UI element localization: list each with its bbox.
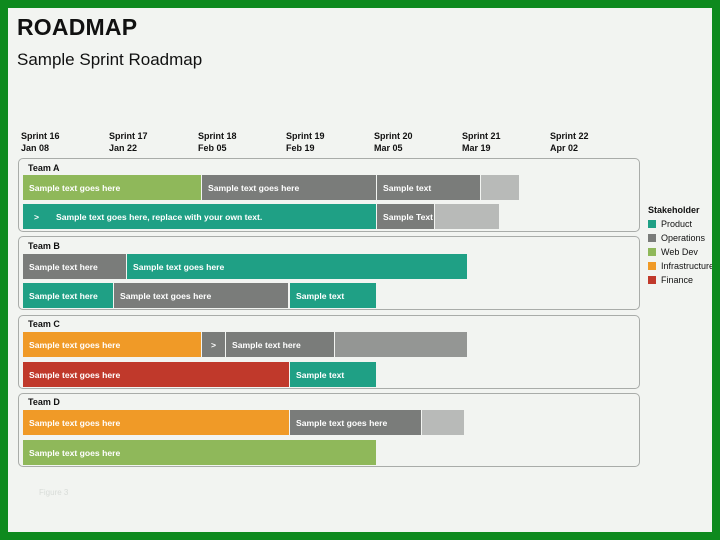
sprint-header: Sprint 22 Apr 02 bbox=[550, 130, 589, 154]
sprint-header: Sprint 20 Mar 05 bbox=[374, 130, 413, 154]
sprint-name: Sprint 18 bbox=[198, 131, 237, 141]
legend-title: Stakeholder bbox=[648, 205, 700, 215]
team-d-label: Team D bbox=[28, 397, 60, 407]
team-d-task-placeholder[interactable] bbox=[422, 410, 464, 435]
legend-item-finance: Finance bbox=[648, 275, 693, 285]
team-a-task[interactable]: Sample text goes here bbox=[23, 175, 201, 200]
team-c-task-placeholder[interactable] bbox=[335, 332, 467, 357]
legend-item-infrastructure: Infrastructure bbox=[648, 261, 715, 271]
sprint-date: Feb 05 bbox=[198, 143, 227, 153]
team-a-task[interactable]: Sample text bbox=[377, 175, 480, 200]
sprint-name: Sprint 22 bbox=[550, 131, 589, 141]
team-c-task[interactable]: Sample text goes here bbox=[23, 362, 289, 387]
legend-label: Product bbox=[661, 219, 693, 229]
team-c-task[interactable]: Sample text goes here bbox=[23, 332, 201, 357]
footer-caption: Figure 3 bbox=[39, 488, 69, 497]
team-c-task[interactable]: Sample text here bbox=[226, 332, 334, 357]
team-c-task[interactable]: Sample text bbox=[290, 362, 376, 387]
sprint-name: Sprint 19 bbox=[286, 131, 325, 141]
sprint-date: Apr 02 bbox=[550, 143, 579, 153]
sprint-name: Sprint 16 bbox=[21, 131, 60, 141]
legend-swatch bbox=[648, 234, 656, 242]
team-a-expand-button[interactable]: > bbox=[23, 204, 50, 229]
legend-item-product: Product bbox=[648, 219, 692, 229]
team-a-task[interactable]: Sample Text bbox=[377, 204, 434, 229]
sprint-header: Sprint 21 Mar 19 bbox=[462, 130, 501, 154]
team-b-task[interactable]: Sample text here bbox=[23, 254, 126, 279]
team-b-task[interactable]: Sample text bbox=[290, 283, 376, 308]
team-b-task[interactable]: Sample text goes here bbox=[127, 254, 467, 279]
team-d-task[interactable]: Sample text goes here bbox=[23, 410, 289, 435]
sprint-date: Jan 08 bbox=[21, 143, 50, 153]
legend-swatch bbox=[648, 276, 656, 284]
team-c-label: Team C bbox=[28, 319, 60, 329]
sprint-date: Mar 19 bbox=[462, 143, 491, 153]
sprint-name: Sprint 21 bbox=[462, 131, 501, 141]
team-a-task-placeholder[interactable] bbox=[481, 175, 519, 200]
sprint-header: Sprint 16 Jan 08 bbox=[21, 130, 60, 154]
page-title: ROADMAP bbox=[17, 14, 138, 40]
team-c-expand-button[interactable]: > bbox=[202, 332, 225, 357]
team-a-task[interactable]: Sample text goes here bbox=[202, 175, 376, 200]
legend-swatch bbox=[648, 262, 656, 270]
legend-item-web-dev: Web Dev bbox=[648, 247, 698, 257]
team-b-task[interactable]: Sample text here bbox=[23, 283, 113, 308]
team-d-task[interactable]: Sample text goes here bbox=[23, 440, 376, 465]
sprint-name: Sprint 20 bbox=[374, 131, 413, 141]
sprint-date: Mar 05 bbox=[374, 143, 403, 153]
legend-swatch bbox=[648, 248, 656, 256]
team-b-label: Team B bbox=[28, 241, 60, 251]
team-a-task[interactable]: Sample text goes here, replace with your… bbox=[50, 204, 376, 229]
legend-label: Web Dev bbox=[661, 247, 698, 257]
sprint-header: Sprint 18 Feb 05 bbox=[198, 130, 237, 154]
page-subtitle: Sample Sprint Roadmap bbox=[17, 50, 203, 69]
legend-swatch bbox=[648, 220, 656, 228]
legend-item-operations: Operations bbox=[648, 233, 705, 243]
sprint-date: Feb 19 bbox=[286, 143, 315, 153]
sprint-header: Sprint 17 Jan 22 bbox=[109, 130, 148, 154]
legend-label: Infrastructure bbox=[661, 261, 715, 271]
sprint-header: Sprint 19 Feb 19 bbox=[286, 130, 325, 154]
team-b-task[interactable]: Sample text goes here bbox=[114, 283, 288, 308]
legend-label: Finance bbox=[661, 275, 694, 285]
team-d-task[interactable]: Sample text goes here bbox=[290, 410, 421, 435]
team-a-label: Team A bbox=[28, 163, 60, 173]
legend-label: Operations bbox=[661, 233, 706, 243]
sprint-date: Jan 22 bbox=[109, 143, 138, 153]
team-a-task-placeholder[interactable] bbox=[435, 204, 499, 229]
sprint-name: Sprint 17 bbox=[109, 131, 148, 141]
